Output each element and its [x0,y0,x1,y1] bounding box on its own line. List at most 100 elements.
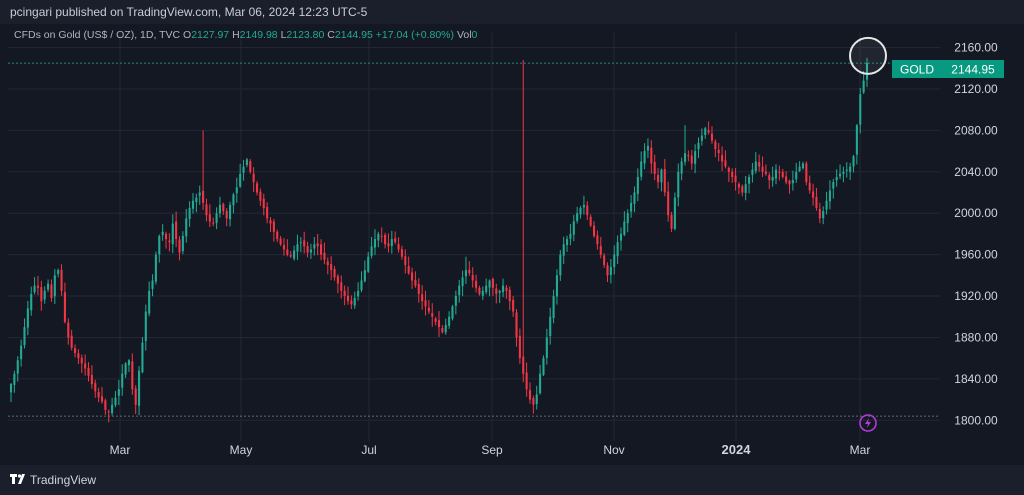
candle-body [832,182,835,189]
candle-body [154,254,157,282]
y-tick-label: 2000.00 [954,206,998,220]
candle-body [164,233,168,240]
candle-body [721,155,724,162]
candle-body [825,200,828,210]
candle-body [707,130,710,133]
candle-body [276,231,279,240]
candle-body [394,238,397,243]
candle-body [252,173,255,183]
y-tick-label: 2080.00 [954,123,998,137]
candle-body [144,311,147,341]
candle-body [202,190,205,203]
y-tick-label: 1880.00 [954,330,998,344]
candle-body [498,290,501,293]
candle-body [225,210,228,219]
candle-body [286,249,289,255]
candle-body [373,239,377,248]
candle-body [43,290,46,300]
legend-change: +17.04 (+0.80%) [375,29,455,41]
candle-body [748,176,751,184]
candle-body [677,171,680,198]
candle-body [842,171,845,174]
candle-body [481,290,484,296]
candle-body [491,278,494,288]
candle-body [727,167,730,172]
candle-body [812,191,815,198]
candle-body [333,268,336,278]
candle-body [9,384,13,393]
candle-body [434,318,437,322]
candle-body [539,373,542,394]
ohlc-legend: CFDs on Gold (US$ / OZ), 1D, TVC O2127.9… [14,29,477,41]
price-tag-symbol-bg [892,60,942,78]
candle-body [852,156,855,167]
candle-body [542,358,545,375]
candle-body [619,233,623,241]
candle-body [20,345,23,360]
candle-body [683,153,687,162]
candle-body [781,172,784,177]
candle-body [282,245,286,250]
candle-body [667,191,670,216]
candle-body [643,151,646,164]
candle-body [525,372,528,390]
price-tag: GOLD 2144.95 [892,60,1004,78]
candle-body [838,173,842,177]
candle-body [232,194,235,206]
candle-body [181,235,184,251]
candle-body [660,169,663,183]
candle-body [596,235,599,245]
candle-body [737,184,740,188]
candle-body [353,298,356,306]
candle-body [754,161,757,172]
candle-body [235,187,238,194]
x-tick-label: May [230,443,253,457]
footer-bar: TradingView [0,465,1024,495]
footer-brand[interactable]: TradingView [30,473,97,487]
legend-symbol: CFDs on Gold (US$ / OZ), 1D, TVC [14,29,181,41]
candle-body [279,238,282,245]
candle-body [104,400,107,410]
candle-body [562,244,565,256]
candle-body [303,240,306,247]
candle-body [508,289,511,302]
candle-body [13,373,16,385]
candle-body [572,221,575,235]
candle-body [700,135,703,141]
candle-body [289,254,292,257]
candle-body [97,391,100,398]
candle-body [609,267,612,276]
candle-body [532,398,535,405]
price-tag-value: 2144.95 [951,63,995,77]
candle-body [488,280,491,288]
time-axis[interactable]: Mar May Jul Sep Nov 2024 Mar [110,442,871,457]
candle-body [377,233,380,241]
candle-body [316,243,319,247]
candle-body [421,294,424,302]
candle-body [266,206,269,219]
candle-body [245,159,248,165]
candle-body [262,198,265,209]
highlight-circle [849,36,887,75]
lightning-icon-bolt [865,418,871,428]
candle-body [229,204,232,220]
candle-body [198,192,201,196]
candle-body [603,255,606,265]
candle-body [559,254,562,276]
candle-body [87,367,90,376]
candle-body [127,360,130,366]
candle-body [657,175,660,183]
price-tag-symbol: GOLD [900,63,934,77]
candle-body [697,142,700,150]
candle-body [410,272,414,281]
price-axis[interactable]: 2160.00 2120.00 2080.00 2040.00 2000.00 1960.… [954,41,998,428]
candle-body [124,363,127,375]
price-chart[interactable]: 2160.00 2120.00 2080.00 2040.00 2000.00 1960.… [0,24,1024,465]
candle-body [791,180,794,184]
candle-body [134,388,137,405]
candle-body [16,360,19,374]
candle-body [437,320,441,328]
lightning-icon[interactable] [859,414,877,432]
candle-body [808,182,811,191]
